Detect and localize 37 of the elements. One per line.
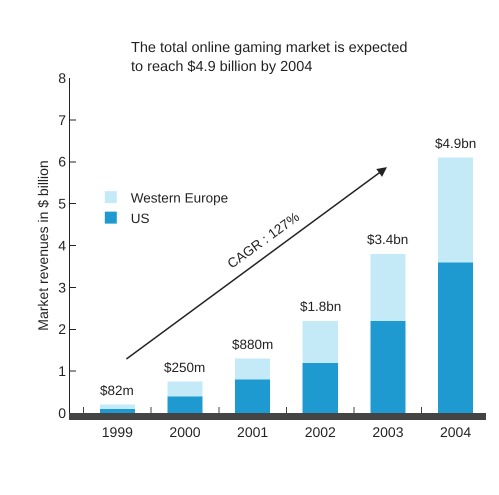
legend-label: Western Europe: [130, 190, 228, 206]
y-tick-label: 7: [58, 112, 66, 128]
y-tick-label: 8: [58, 70, 66, 86]
x-tick-label: 2001: [237, 424, 268, 440]
legend-label: US: [130, 210, 150, 226]
annotation: $250m: [164, 360, 206, 375]
y-axis-title: Market revenues in $ billion: [34, 160, 51, 331]
bar: [100, 404, 135, 409]
y-tick-label: 4: [58, 237, 66, 254]
x-tick-label: 2004: [440, 424, 472, 440]
x-tick-label: 2000: [169, 424, 201, 440]
bar: [167, 382, 203, 396]
x-tick-label: 2003: [372, 424, 404, 440]
x-tick-label: 1999: [102, 424, 134, 440]
bar: [100, 408, 135, 413]
bar: [302, 320, 338, 363]
annotation: $4.9bn: [435, 136, 476, 151]
bar: [438, 158, 474, 262]
bar: [370, 320, 406, 413]
annotation: $82m: [100, 383, 134, 398]
bar: [235, 380, 270, 413]
bar: [370, 254, 406, 321]
y-tick-label: 2: [58, 321, 66, 338]
x-tick-label: 2002: [304, 424, 336, 440]
bar: [167, 396, 203, 413]
y-tick-label: 5: [58, 196, 66, 212]
y-tick-label: 6: [58, 154, 66, 170]
y-tick-label: 0: [58, 404, 66, 421]
annotation: $3.4bn: [367, 232, 408, 247]
y-tick-label: 1: [58, 363, 66, 380]
y-tick-label: 3: [58, 279, 66, 296]
bar: [235, 358, 270, 380]
bar: [302, 362, 338, 413]
chart-title: The total online gaming market is expected to reach $4.9 billion by 2004: [131, 40, 408, 75]
bar: [438, 262, 474, 413]
annotation: $1.8bn: [300, 299, 342, 314]
annotation: $880m: [232, 337, 274, 352]
